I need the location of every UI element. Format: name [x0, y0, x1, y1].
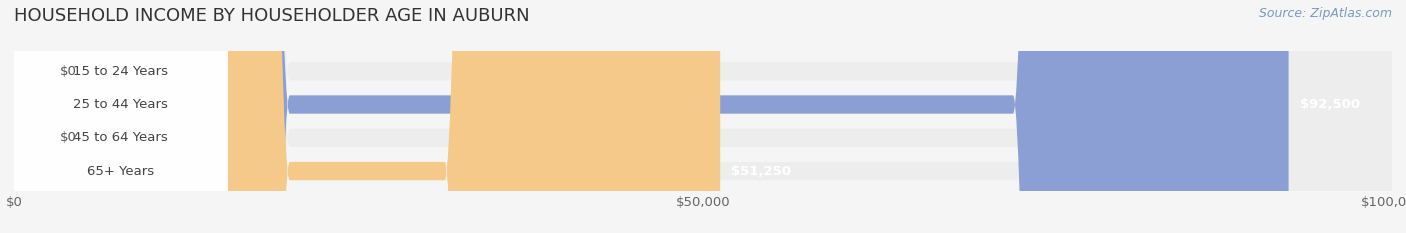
- Text: 15 to 24 Years: 15 to 24 Years: [73, 65, 169, 78]
- Text: Source: ZipAtlas.com: Source: ZipAtlas.com: [1258, 7, 1392, 20]
- FancyBboxPatch shape: [7, 0, 55, 233]
- Text: $0: $0: [59, 65, 76, 78]
- Text: 65+ Years: 65+ Years: [87, 164, 155, 178]
- Text: HOUSEHOLD INCOME BY HOUSEHOLDER AGE IN AUBURN: HOUSEHOLD INCOME BY HOUSEHOLDER AGE IN A…: [14, 7, 530, 25]
- FancyBboxPatch shape: [14, 0, 1392, 233]
- FancyBboxPatch shape: [14, 0, 720, 233]
- Text: $51,250: $51,250: [731, 164, 792, 178]
- FancyBboxPatch shape: [14, 0, 228, 233]
- Text: 25 to 44 Years: 25 to 44 Years: [73, 98, 169, 111]
- FancyBboxPatch shape: [14, 0, 1392, 233]
- FancyBboxPatch shape: [14, 0, 1392, 233]
- FancyBboxPatch shape: [14, 0, 1392, 233]
- Text: $0: $0: [59, 131, 76, 144]
- FancyBboxPatch shape: [14, 0, 228, 233]
- Text: 45 to 64 Years: 45 to 64 Years: [73, 131, 169, 144]
- FancyBboxPatch shape: [7, 0, 55, 233]
- Text: $92,500: $92,500: [1299, 98, 1360, 111]
- FancyBboxPatch shape: [14, 0, 1289, 233]
- FancyBboxPatch shape: [14, 0, 228, 233]
- FancyBboxPatch shape: [14, 0, 228, 233]
